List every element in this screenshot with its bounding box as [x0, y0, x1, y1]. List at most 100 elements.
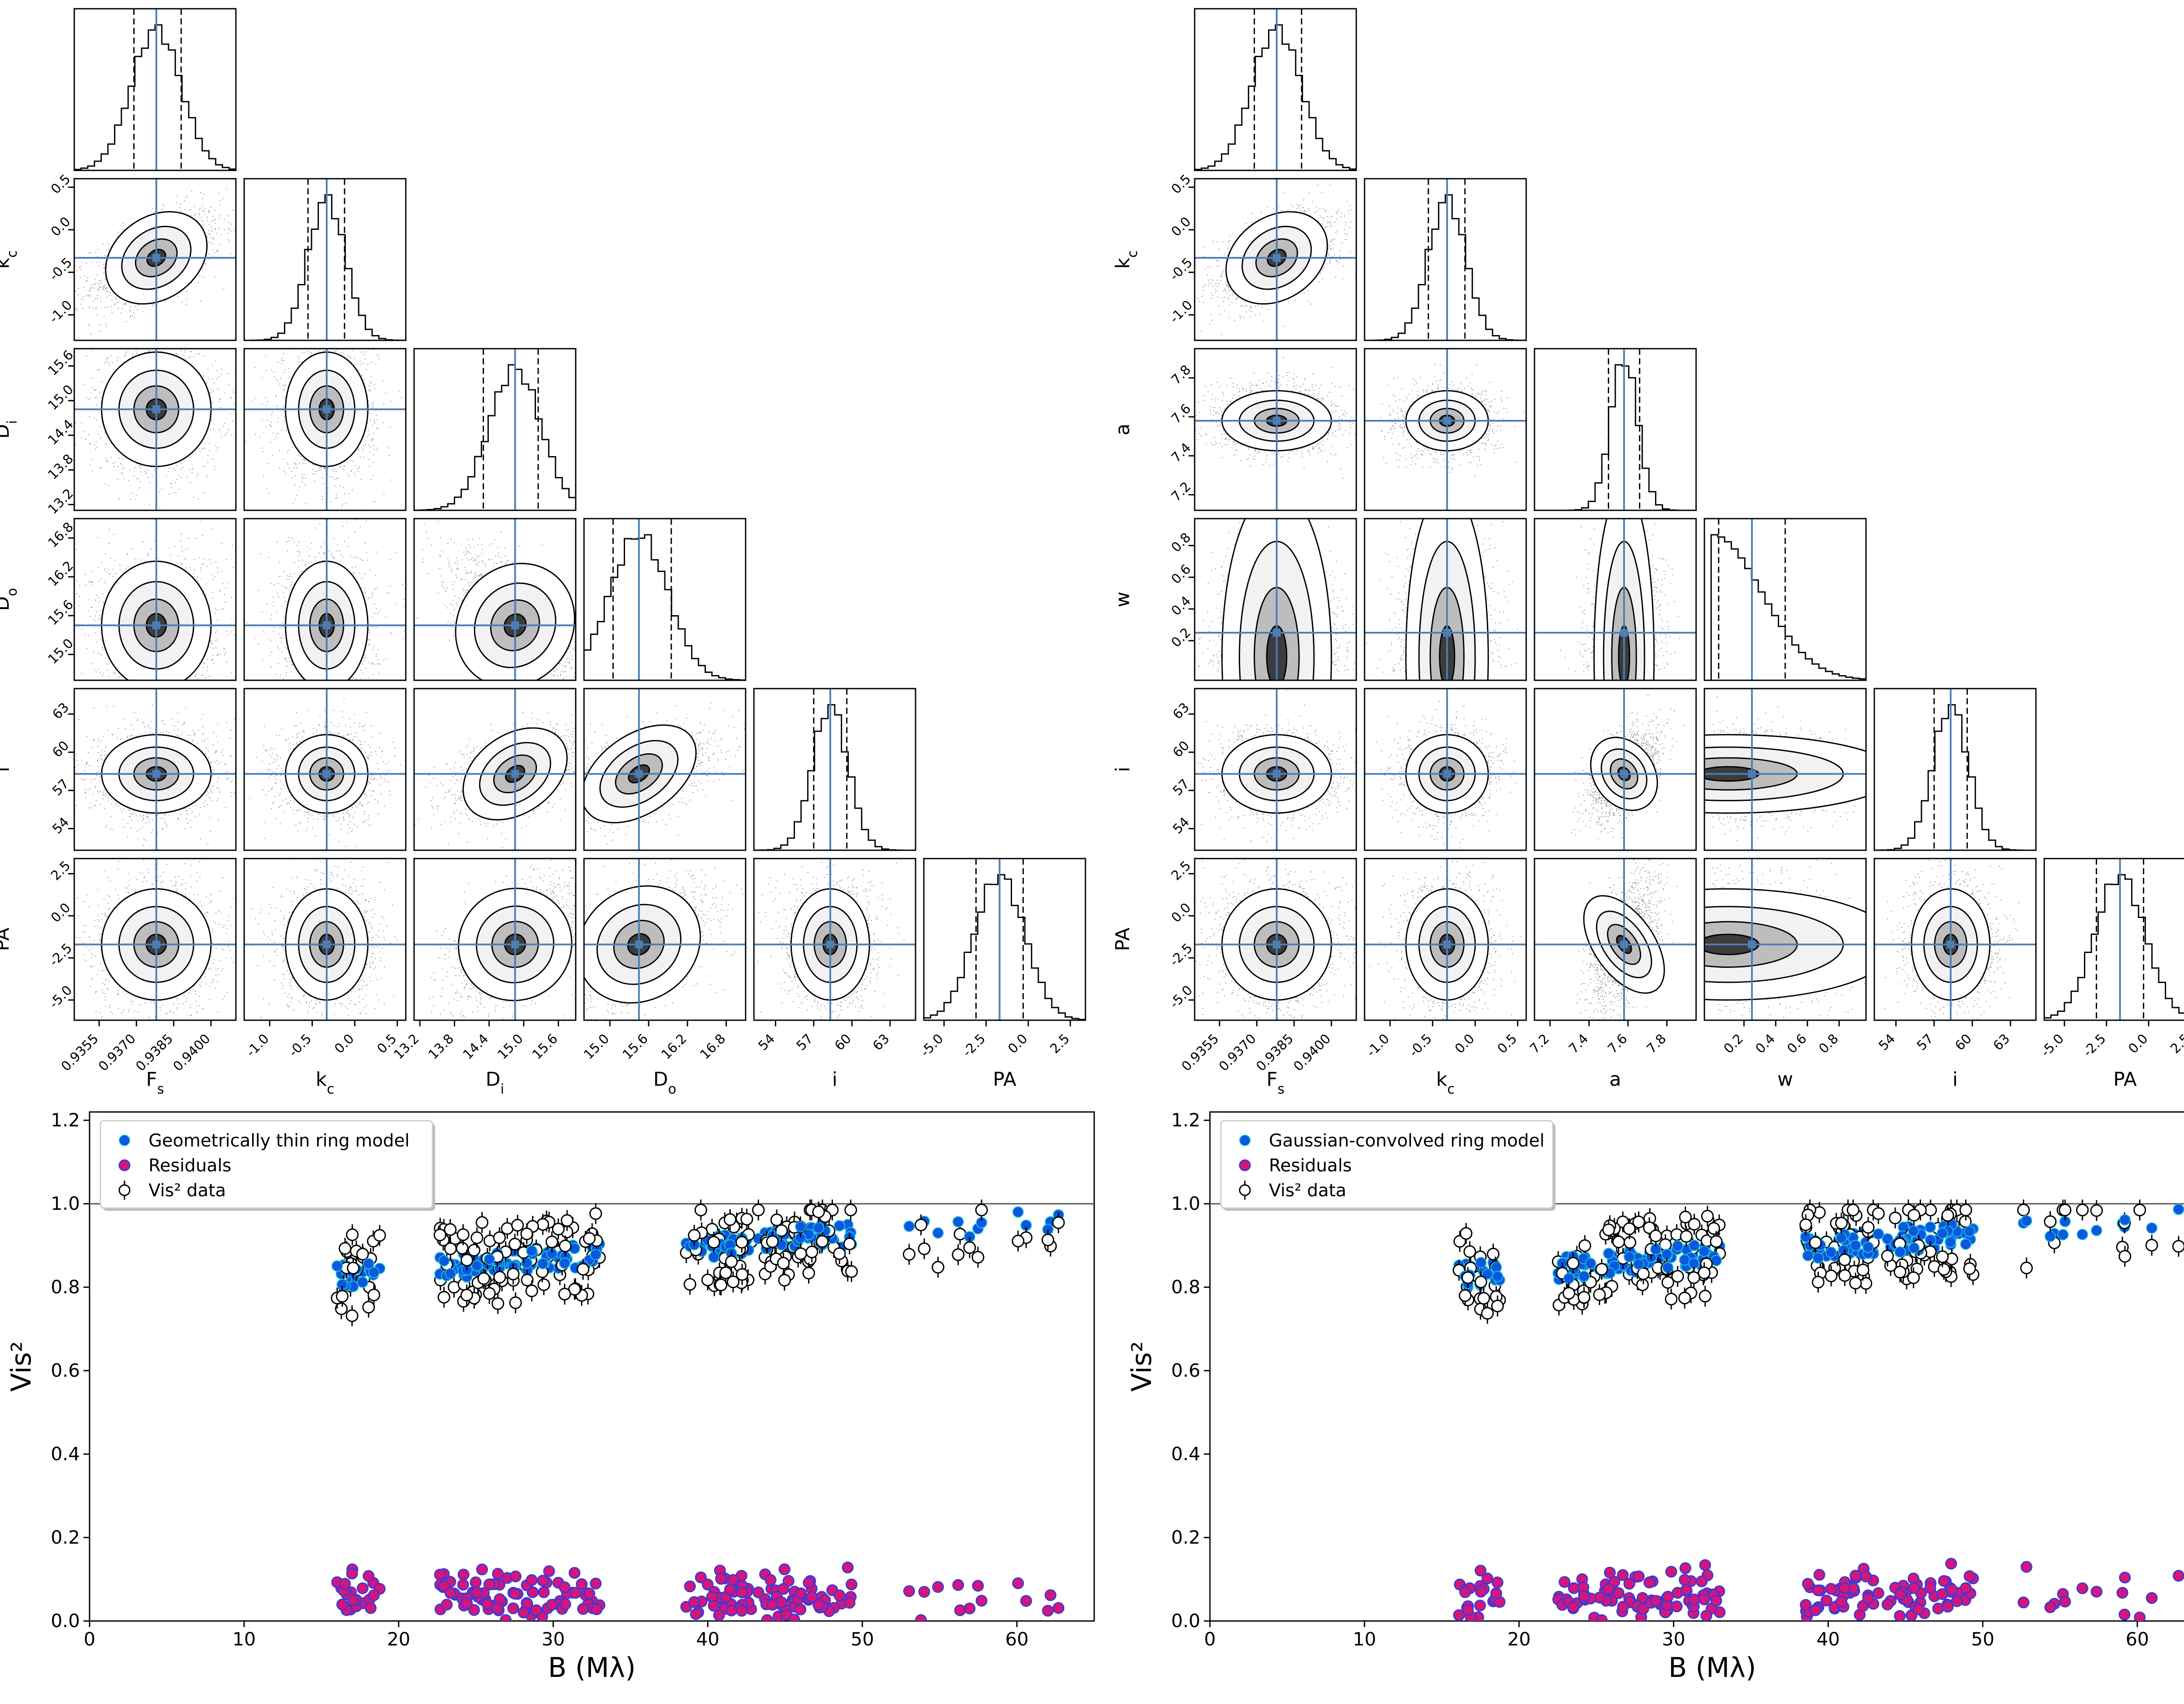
- data-point: [467, 1243, 480, 1257]
- model-point: [932, 1227, 944, 1239]
- y-axis-label-sub: o: [4, 588, 20, 596]
- data-point: [1859, 1277, 1873, 1290]
- residual-point: [1860, 1570, 1872, 1583]
- cell-content: [244, 179, 406, 340]
- cell-frame: [1704, 518, 1867, 681]
- residual-point: [764, 1574, 777, 1586]
- x-axis-label: PA: [2113, 1068, 2137, 1091]
- y-axis-label: Di: [0, 420, 20, 439]
- cell-frame: [1194, 858, 1357, 1021]
- histogram-F$s: [1195, 24, 1356, 170]
- data-point: [1461, 1271, 1474, 1284]
- residual-point: [1680, 1583, 1692, 1596]
- y-axis-label-base: PA: [0, 928, 14, 951]
- data-point: [1881, 1250, 1894, 1263]
- residual-point: [1052, 1602, 1064, 1614]
- data-point: [559, 1240, 572, 1253]
- cell-content: [244, 519, 406, 680]
- data-point: [1678, 1292, 1691, 1305]
- corner-cell-3-3: [1704, 518, 1867, 681]
- model-point: [438, 1255, 450, 1267]
- model-point: [1603, 1247, 1614, 1259]
- data-point: [1936, 1250, 1949, 1263]
- cell-content: [1704, 689, 1866, 850]
- cell-frame: [1364, 688, 1527, 851]
- corner-cell-4-4: [1873, 688, 2037, 851]
- model-point: [1661, 1248, 1673, 1260]
- cell-content: [1874, 859, 2036, 1020]
- y-axis-label-sub: c: [4, 250, 20, 258]
- model-point: [833, 1220, 845, 1232]
- residual-point: [441, 1599, 453, 1611]
- data-point: [1623, 1222, 1636, 1235]
- residual-point: [812, 1599, 825, 1611]
- y-tick-label: 1.2: [51, 1109, 80, 1131]
- model-point: [2173, 1203, 2184, 1215]
- data-point: [1632, 1216, 1645, 1229]
- model-point: [2057, 1229, 2069, 1240]
- residual-point: [1838, 1582, 1851, 1594]
- histogram-D$i: [414, 364, 576, 510]
- x-tick-label: 60: [1005, 1628, 1028, 1650]
- model-point: [559, 1257, 570, 1269]
- data-point: [1701, 1209, 1714, 1223]
- cell-frame: [2043, 858, 2184, 1021]
- truth-marker: [322, 405, 331, 413]
- corner-cell-5-0: -5.0-2.50.02.5PA0.93550.93700.93850.9400…: [1112, 858, 1357, 1097]
- data-point: [1811, 1276, 1825, 1289]
- corner-cell-2-2: [1534, 348, 1697, 511]
- cell-frame: [753, 688, 916, 851]
- cell-frame: [923, 858, 1086, 1021]
- residual-point: [766, 1599, 778, 1611]
- residual-point: [1698, 1593, 1711, 1606]
- truth-marker: [1272, 629, 1281, 637]
- residual-point: [725, 1604, 737, 1617]
- residual-point: [695, 1571, 707, 1583]
- data-point: [952, 1248, 965, 1261]
- residual-point: [1474, 1565, 1486, 1577]
- model-point: [1936, 1227, 1948, 1239]
- corner-cell-1-1: [1364, 178, 1527, 341]
- cell-content: [1195, 519, 1356, 680]
- residual-point: [1617, 1600, 1629, 1613]
- residual-point: [1688, 1593, 1700, 1606]
- y-axis-label: PA: [1112, 928, 1134, 951]
- residual-point: [1936, 1588, 1949, 1600]
- data-point: [914, 1218, 927, 1231]
- residual-point: [2146, 1592, 2158, 1604]
- legend-label: Gaussian-convolved ring model: [1269, 1131, 1545, 1151]
- cell-content: [244, 349, 406, 510]
- data-point: [1595, 1263, 1608, 1276]
- residual-point: [1462, 1604, 1474, 1616]
- data-point: [536, 1218, 549, 1231]
- residual-point: [538, 1586, 550, 1598]
- x-axis-label-sub: i: [501, 1081, 505, 1097]
- residual-point: [1490, 1587, 1502, 1600]
- data-point: [1463, 1245, 1476, 1258]
- residual-point: [1481, 1572, 1493, 1585]
- residual-point: [2020, 1561, 2032, 1573]
- truth-marker: [322, 770, 331, 778]
- model-point: [331, 1260, 343, 1272]
- legend-box: [1220, 1120, 1554, 1209]
- cell-content: [244, 859, 406, 1020]
- y-axis-label-base: i: [1112, 767, 1134, 772]
- cell-content: [74, 9, 236, 170]
- model-point: [1672, 1240, 1683, 1252]
- residual-point: [525, 1574, 538, 1586]
- residual-point: [752, 1586, 764, 1598]
- data-point: [1012, 1234, 1025, 1247]
- x-axis-label-sub: s: [1278, 1081, 1285, 1097]
- residual-point: [1637, 1603, 1649, 1615]
- data-point: [1838, 1253, 1851, 1266]
- model-point: [1698, 1246, 1710, 1257]
- x-axis-label: a: [1610, 1068, 1621, 1091]
- model-point: [445, 1268, 456, 1280]
- corner-cell-4-1: [243, 688, 407, 851]
- residual-point: [1959, 1582, 1972, 1594]
- model-point: [1624, 1251, 1635, 1263]
- y-tick-label: 1.2: [1171, 1109, 1200, 1131]
- x-axis-title: B (Mλ): [1669, 1652, 1756, 1683]
- truth-marker: [322, 621, 331, 630]
